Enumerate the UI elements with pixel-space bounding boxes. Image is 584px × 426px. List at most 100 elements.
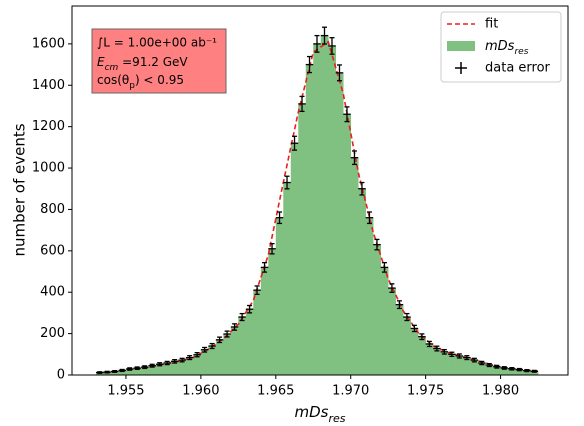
bar xyxy=(178,360,187,375)
error-bar xyxy=(440,348,449,355)
x-axis-label-sub: res xyxy=(328,412,345,423)
error-bar xyxy=(253,285,261,295)
error-bar xyxy=(530,369,539,373)
bar xyxy=(350,157,359,375)
bar xyxy=(530,371,539,375)
bar xyxy=(343,114,352,375)
error-bar xyxy=(275,211,284,225)
error-bar xyxy=(410,324,419,333)
error-bar xyxy=(155,362,164,367)
y-tick-label: 600 xyxy=(40,243,65,258)
error-bar xyxy=(320,26,329,45)
error-bar xyxy=(125,367,134,371)
x-tick-label: 1.975 xyxy=(407,384,444,399)
error-bar xyxy=(193,352,201,358)
bar xyxy=(275,217,284,375)
bar xyxy=(118,370,127,375)
error-bar xyxy=(245,304,254,314)
error-bar xyxy=(455,353,464,359)
error-bar xyxy=(485,362,494,368)
bar xyxy=(230,326,239,375)
error-bar xyxy=(118,368,126,373)
error-bar xyxy=(298,95,306,113)
bar xyxy=(403,317,411,375)
error-bar xyxy=(395,300,404,310)
error-bar xyxy=(350,150,359,166)
bar xyxy=(388,288,396,375)
bar xyxy=(335,72,344,376)
error-bar xyxy=(493,364,501,369)
x-axis-label-main: mDs xyxy=(294,403,328,421)
error-bar xyxy=(418,333,426,341)
x-tick-label: 1.960 xyxy=(182,384,219,399)
error-bar xyxy=(463,355,471,361)
legend-label-main: mDs xyxy=(485,39,515,54)
bar xyxy=(418,336,426,375)
error-bar xyxy=(515,367,524,372)
error-bar xyxy=(365,211,374,225)
bar xyxy=(463,357,471,375)
bar xyxy=(155,364,164,375)
bar xyxy=(133,368,142,375)
error-bar xyxy=(523,369,531,373)
error-bar xyxy=(448,351,456,358)
error-bar xyxy=(110,369,119,373)
legend-label: data error xyxy=(485,61,551,76)
bar xyxy=(515,369,524,375)
y-tick-label: 1600 xyxy=(32,36,65,51)
bar xyxy=(110,371,119,375)
error-bar xyxy=(140,365,149,370)
bar xyxy=(500,367,509,375)
bar xyxy=(328,45,337,375)
bar xyxy=(208,346,217,375)
error-bar xyxy=(200,346,209,353)
error-bar xyxy=(425,340,434,348)
bar xyxy=(103,372,112,375)
bar xyxy=(493,366,501,375)
bar xyxy=(440,351,449,375)
bar xyxy=(260,267,269,375)
bar xyxy=(223,334,232,375)
error-bar xyxy=(133,366,141,371)
bar xyxy=(455,355,464,375)
annotation-line: ∫L = 1.00e+00 ab⁻¹ xyxy=(97,36,217,50)
error-bar xyxy=(185,355,194,361)
error-bar xyxy=(433,345,441,352)
x-tick-label: 1.980 xyxy=(482,384,519,399)
bar xyxy=(290,143,299,375)
bar xyxy=(305,64,314,375)
error-bar xyxy=(508,367,516,371)
error-bar xyxy=(178,357,186,363)
error-bar xyxy=(388,283,396,293)
annotation-line: cos(θp) < 0.95 xyxy=(97,73,184,91)
annotation-text: =91.2 GeV xyxy=(118,55,188,69)
error-bar xyxy=(95,371,104,374)
bar xyxy=(358,188,367,375)
bar xyxy=(448,354,456,375)
annotation-line: Ecm =91.2 GeV xyxy=(97,55,188,73)
error-bar xyxy=(380,262,389,273)
bar xyxy=(523,370,531,375)
bar xyxy=(478,362,486,375)
error-bar xyxy=(223,330,231,338)
bar xyxy=(313,43,322,376)
annotation-text: E xyxy=(97,55,105,69)
bar xyxy=(185,357,194,375)
bar xyxy=(373,244,381,375)
bar xyxy=(298,103,307,375)
annotation-sub: p xyxy=(129,81,135,91)
bar xyxy=(238,317,247,375)
bar xyxy=(410,328,419,375)
error-bar xyxy=(343,106,351,123)
bar xyxy=(125,368,134,375)
error-bar xyxy=(328,37,336,55)
y-tick-label: 1400 xyxy=(32,78,65,93)
y-axis-label: number of events xyxy=(11,123,29,256)
bar xyxy=(365,217,374,375)
bar xyxy=(485,365,494,375)
bar xyxy=(380,267,389,375)
x-axis-label: mDsres xyxy=(294,403,345,423)
error-bar xyxy=(358,181,366,196)
bar xyxy=(200,349,209,375)
bar xyxy=(148,365,157,375)
